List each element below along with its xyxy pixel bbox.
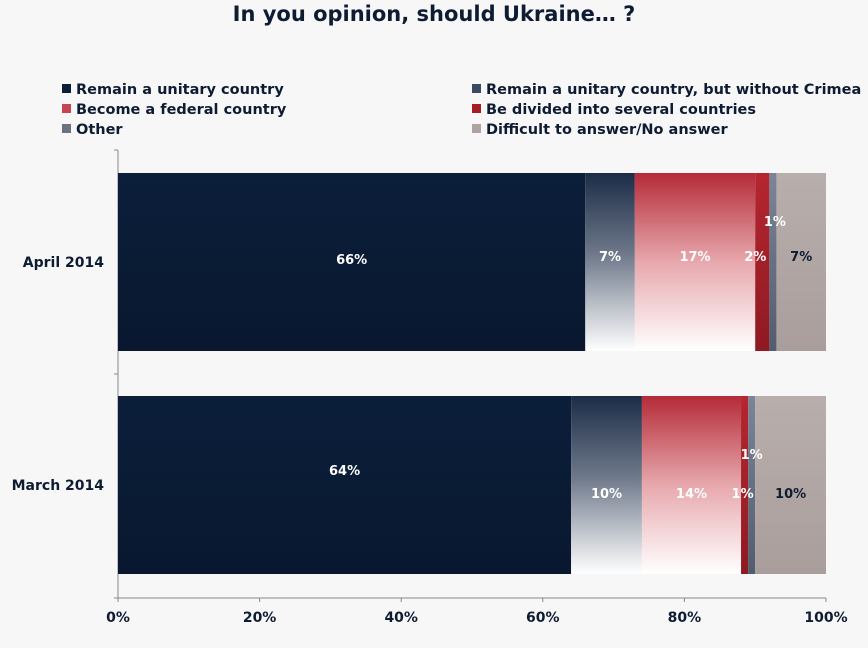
data-label: 2% — [744, 250, 766, 265]
legend-swatch — [62, 104, 71, 113]
bar-segment — [641, 396, 742, 574]
bar-segment — [571, 396, 642, 574]
bar-segment — [748, 396, 756, 574]
x-tick-label: 20% — [243, 610, 277, 626]
bar-segment — [118, 396, 572, 574]
data-label: 7% — [790, 250, 812, 265]
category-label: March 2014 — [12, 478, 105, 494]
bar-segment — [741, 396, 749, 574]
chart-title: In you opinion, should Ukraine… ? — [232, 2, 636, 26]
data-label: 14% — [676, 487, 707, 502]
legend-item-divided: Be divided into several countries — [472, 102, 756, 118]
bar-segment — [634, 173, 756, 351]
bar-segment — [769, 173, 777, 351]
x-tick-label: 80% — [668, 610, 702, 626]
legend-label: Become a federal country — [76, 102, 287, 118]
x-tick-label: 60% — [526, 610, 560, 626]
legend-label: Remain a unitary country, but without Cr… — [486, 82, 862, 98]
legend-item-difficult: Difficult to answer/No answer — [472, 122, 728, 138]
data-label: 1% — [741, 448, 763, 463]
legend-label: Other — [76, 122, 123, 138]
bar-segment — [585, 173, 635, 351]
legend-swatch — [472, 104, 481, 113]
legend: Remain a unitary country Become a federa… — [62, 82, 861, 144]
legend-item-federal: Become a federal country — [62, 102, 286, 118]
data-label: 1% — [732, 487, 754, 502]
data-label: 17% — [679, 250, 710, 265]
bar-segment — [118, 173, 586, 351]
data-label: 64% — [329, 464, 360, 479]
category-label: April 2014 — [23, 255, 104, 271]
bar-segment — [776, 173, 826, 351]
legend-swatch — [62, 124, 71, 133]
data-label: 1% — [764, 215, 786, 230]
data-label: 66% — [336, 253, 367, 268]
legend-item-unitary: Remain a unitary country — [62, 82, 284, 98]
bar-segment — [755, 173, 770, 351]
data-label: 10% — [775, 487, 806, 502]
data-label: 7% — [599, 250, 621, 265]
legend-label: Be divided into several countries — [486, 102, 757, 118]
legend-label: Remain a unitary country — [76, 82, 284, 98]
data-label: 10% — [591, 487, 622, 502]
x-tick-label: 40% — [384, 610, 418, 626]
legend-swatch — [62, 84, 71, 93]
legend-label: Difficult to answer/No answer — [486, 122, 728, 138]
bar-segment — [755, 396, 826, 574]
legend-swatch — [472, 124, 481, 133]
legend-swatch — [472, 84, 481, 93]
legend-item-without-crimea: Remain a unitary country, but without Cr… — [472, 82, 861, 98]
x-tick-label: 100% — [804, 610, 847, 626]
x-tick-label: 0% — [106, 610, 130, 626]
legend-item-other: Other — [62, 122, 123, 138]
